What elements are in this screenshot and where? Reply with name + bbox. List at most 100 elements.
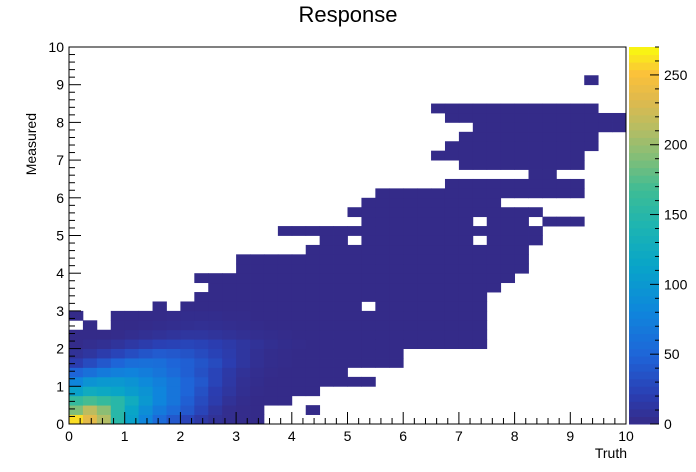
heatmap-cell	[263, 301, 279, 312]
heatmap-cell	[444, 150, 460, 161]
colorbar-segment	[629, 175, 659, 184]
heatmap-cell	[444, 273, 460, 284]
heatmap-cell	[333, 226, 348, 236]
heatmap-cell	[431, 339, 446, 350]
heatmap-cell	[528, 150, 543, 161]
heatmap-cell	[208, 320, 223, 331]
heatmap-cell	[458, 273, 474, 284]
heatmap-cell	[444, 263, 460, 274]
heatmap-cell	[263, 254, 279, 265]
heatmap-cell	[222, 386, 237, 397]
heatmap-cell	[277, 329, 293, 340]
heatmap-cell	[444, 103, 460, 114]
heatmap-cell	[570, 216, 585, 227]
heatmap-cell	[389, 292, 404, 302]
heatmap-cell	[431, 329, 446, 340]
heatmap-cell	[208, 414, 223, 425]
heatmap-cell	[542, 160, 557, 170]
heatmap-cell	[458, 339, 474, 350]
heatmap-cell	[472, 112, 488, 123]
colorbar-segment	[629, 258, 659, 267]
heatmap-cell	[152, 339, 167, 350]
heatmap-cell	[222, 405, 237, 415]
heatmap-cell	[542, 131, 557, 142]
heatmap-cell	[263, 329, 279, 340]
heatmap-cell	[333, 263, 348, 274]
heatmap-cell	[319, 339, 334, 350]
heatmap-cell	[431, 207, 446, 218]
heatmap-cell	[277, 254, 293, 265]
heatmap-cell	[263, 367, 279, 378]
heatmap-cell	[458, 254, 474, 265]
heatmap-cell	[333, 244, 348, 255]
heatmap-cell	[431, 301, 446, 312]
heatmap-cell	[431, 320, 446, 331]
heatmap-cell	[96, 414, 112, 425]
heatmap-cell	[458, 112, 474, 123]
heatmap-cell	[486, 273, 502, 284]
heatmap-cell	[208, 358, 223, 368]
heatmap-cell	[277, 358, 293, 368]
heatmap-cell	[222, 301, 237, 312]
heatmap-cell	[208, 301, 223, 312]
heatmap-cell	[152, 358, 167, 368]
colorbar-segment	[629, 348, 659, 357]
heatmap-cell	[180, 414, 195, 425]
heatmap-cell	[431, 188, 446, 199]
heatmap-cell	[542, 178, 557, 189]
heatmap-cell	[403, 292, 418, 302]
heatmap-cell	[458, 226, 474, 236]
colorbar-segment	[629, 393, 659, 402]
heatmap-cell	[500, 141, 516, 152]
heatmap-cell	[138, 358, 153, 368]
heatmap-cell	[389, 329, 404, 340]
colorbar-segment	[629, 129, 659, 138]
heatmap-cell	[375, 254, 390, 265]
heatmap-cell	[263, 310, 279, 321]
heatmap-cell	[598, 112, 613, 123]
heatmap-cell	[542, 150, 557, 161]
y-tick-label: 8	[56, 114, 64, 130]
heatmap-cell	[472, 178, 488, 189]
heatmap-cell	[194, 320, 209, 331]
heatmap-cell	[291, 282, 307, 293]
heatmap-cell	[500, 150, 516, 161]
colorbar-segment	[629, 235, 659, 244]
heatmap-cell	[319, 301, 334, 312]
heatmap-cell	[375, 216, 390, 227]
heatmap-cell	[570, 122, 585, 133]
heatmap-cell	[472, 244, 488, 255]
heatmap-cell	[444, 292, 460, 302]
heatmap-cell	[305, 386, 321, 397]
heatmap-cell	[152, 320, 167, 331]
heatmap-cell	[361, 376, 376, 387]
heatmap-cell	[82, 320, 98, 331]
heatmap-cell	[263, 282, 279, 293]
heatmap-cell	[152, 301, 167, 312]
heatmap-cell	[250, 301, 265, 312]
heatmap-cell	[514, 150, 529, 161]
heatmap-cell	[333, 282, 348, 293]
colorbar-segment	[629, 145, 659, 154]
heatmap-cell	[417, 273, 432, 284]
heatmap-cell	[472, 141, 488, 152]
heatmap-cell	[180, 386, 195, 397]
heatmap-cell	[82, 348, 98, 359]
heatmap-cell	[96, 329, 112, 340]
heatmap-cell	[431, 292, 446, 302]
heatmap-cell	[542, 169, 557, 180]
heatmap-cell	[180, 329, 195, 340]
heatmap-cell	[431, 235, 446, 246]
heatmap-cell	[236, 273, 251, 284]
heatmap-cell	[444, 141, 460, 152]
heatmap-cell	[361, 263, 376, 274]
heatmap-cell	[236, 329, 251, 340]
heatmap-cell	[96, 395, 112, 406]
heatmap-cell	[486, 235, 502, 246]
heatmap-cell	[277, 376, 293, 387]
colorbar-tick-label: 0	[664, 416, 672, 432]
heatmap-cell	[389, 273, 404, 284]
heatmap-cell	[417, 244, 432, 255]
heatmap-cell	[584, 112, 599, 123]
heatmap-cell	[514, 160, 529, 170]
